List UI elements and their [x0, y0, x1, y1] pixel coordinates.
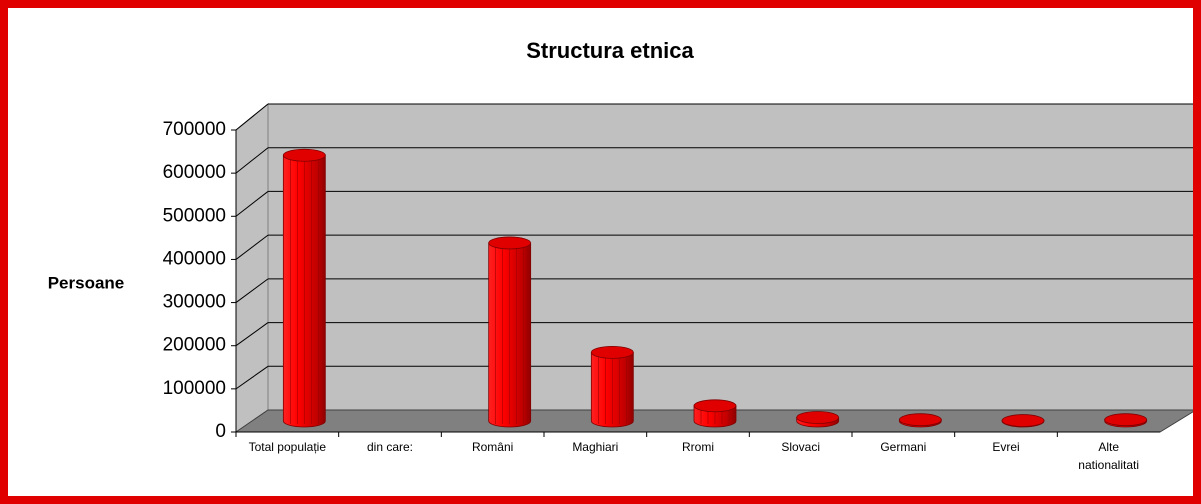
- grid-line: [235, 147, 269, 174]
- y-tick-label: 300000: [163, 292, 226, 313]
- x-tick-label: din care:: [366, 440, 414, 454]
- bar: [282, 148, 326, 428]
- side-wall: [235, 102, 269, 433]
- bar: [590, 345, 634, 428]
- back-wall: [267, 103, 1193, 411]
- y-tick-label: 400000: [163, 248, 226, 269]
- x-tick-label: Total populație: [248, 440, 327, 454]
- bar: [898, 413, 942, 428]
- y-tick-label: 100000: [163, 378, 226, 399]
- y-tick-label: 600000: [163, 162, 226, 183]
- x-tick-label: Alte nationalitati: [1078, 440, 1140, 472]
- bar: [1001, 414, 1045, 428]
- x-tick-label: Slovaci: [781, 440, 820, 454]
- y-tick-label: 500000: [163, 205, 226, 226]
- bar: [1104, 413, 1148, 428]
- y-axis-label: Persoane: [48, 273, 125, 292]
- y-tick-label: 700000: [163, 119, 226, 140]
- bar-top: [1001, 414, 1045, 427]
- bar: [693, 399, 737, 428]
- bar-top: [590, 345, 634, 359]
- grid-line: [235, 234, 269, 260]
- grid-line: [235, 191, 269, 217]
- chart-title: Structura etnica: [526, 38, 694, 63]
- bar: [488, 236, 532, 428]
- grid-line: [235, 365, 269, 390]
- bar: [796, 411, 840, 428]
- x-tick-label: Rromi: [682, 440, 714, 454]
- y-tick-label: 0: [215, 421, 226, 442]
- y-tick-label: 200000: [163, 335, 226, 356]
- bar-top: [796, 411, 840, 424]
- x-tick-label: Români: [471, 440, 514, 454]
- bar-top: [693, 399, 737, 413]
- bar-top: [1104, 413, 1148, 427]
- x-tick-label: Evrei: [992, 440, 1020, 454]
- grid-line: [235, 322, 269, 347]
- bar-top: [898, 413, 942, 427]
- x-tick-label: Maghiari: [572, 440, 619, 454]
- grid-line: [235, 103, 269, 131]
- bar-top: [488, 236, 532, 250]
- x-tick-label: Germani: [880, 440, 927, 454]
- bar-top: [282, 148, 326, 162]
- grid-line: [235, 278, 269, 303]
